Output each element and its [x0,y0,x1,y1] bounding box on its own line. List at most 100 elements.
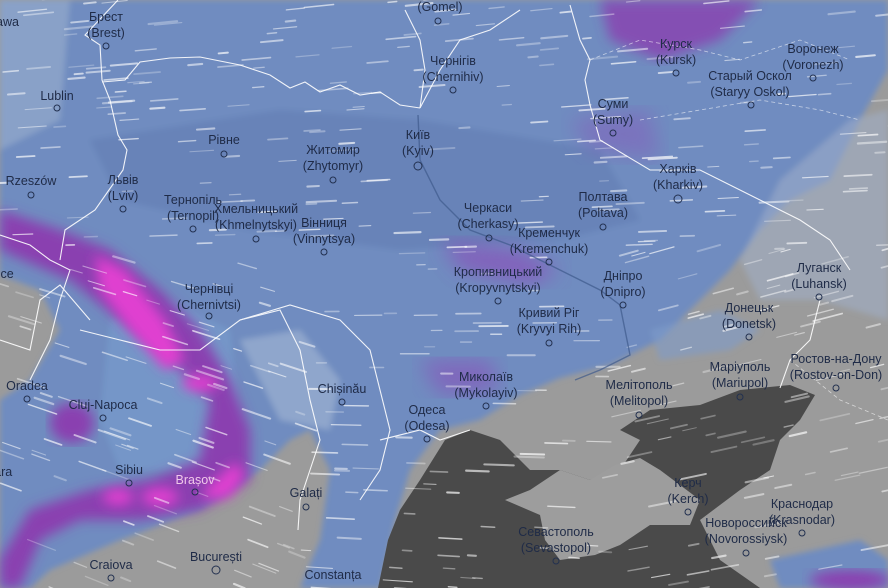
city-label-melitopol[interactable]: Мелітополь (Melitopol) [606,378,673,409]
city-label-bra-ov[interactable]: Brașov [176,473,215,489]
city-label-lublin[interactable]: Lublin [40,89,73,105]
city-marker-icon[interactable] [99,414,107,422]
city-label-ko-ice[interactable]: Košice [0,267,14,283]
city-marker-icon[interactable] [672,69,680,77]
city-label-khmelnytskyi[interactable]: Хмельницький (Khmelnytskyi) [214,202,298,233]
city-marker-icon[interactable] [809,74,817,82]
wind-streak [780,248,791,253]
wind-streak [794,332,805,336]
city-marker-icon[interactable] [736,393,744,401]
city-label-warszawa[interactable]: Warszawa [0,15,19,31]
city-marker-icon[interactable] [545,258,553,266]
city-label--[interactable]: Рівне [208,133,240,149]
city-label-chi-in-u[interactable]: Chișinău [318,382,367,398]
city-label-kharkiv[interactable]: Харків (Kharkiv) [653,162,703,193]
city-label-dnipro[interactable]: Дніпро (Dnipro) [600,269,645,300]
city-marker-icon[interactable] [53,104,61,112]
city-marker-icon[interactable] [747,101,755,109]
city-marker-icon[interactable] [125,479,133,487]
city-label-cherkasy[interactable]: Черкаси (Cherkasy) [457,201,518,232]
city-label-mariupol[interactable]: Маріуполь (Mariupol) [710,360,771,391]
city-label-lviv[interactable]: Львів (Lviv) [108,173,139,204]
city-label-staryy-oskol[interactable]: Старый Оскол (Staryy Oskol) [708,69,792,100]
wind-streak [282,543,295,550]
wind-streak [167,462,182,469]
city-marker-icon[interactable] [27,191,35,199]
city-marker-icon[interactable] [485,234,493,242]
city-label-vinnytsya[interactable]: Вінниця (Vinnytsya) [293,216,355,247]
wind-streak [465,469,490,473]
city-label-novorossiysk[interactable]: Новороссийск (Novorossiysk) [705,516,788,547]
wind-streak [858,466,888,474]
city-marker-icon[interactable] [220,150,228,158]
city-label-cluj-napoca[interactable]: Cluj-Napoca [69,398,138,414]
city-marker-icon[interactable] [815,293,823,301]
city-label-kursk[interactable]: Курск (Kursk) [656,37,696,68]
city-marker-icon[interactable] [494,297,502,305]
city-label-constan-a[interactable]: Constanța [305,568,362,584]
city-label-gala-i[interactable]: Galați [290,486,323,502]
city-label-craiova[interactable]: Craiova [89,558,132,574]
city-marker-icon[interactable] [119,205,127,213]
city-marker-icon[interactable] [619,301,627,309]
city-label-rostov-on-don[interactable]: Ростов-на-Дону (Rostov-on-Don) [790,352,882,383]
city-label-sevastopol[interactable]: Севастополь (Sevastopol) [518,525,593,556]
city-label-odesa[interactable]: Одеса (Odesa) [404,403,449,434]
city-label-sibiu[interactable]: Sibiu [115,463,143,479]
city-marker-icon[interactable] [107,574,115,582]
city-label-krasnodar[interactable]: Краснодар (Krasnodar) [769,497,835,528]
city-label-luhansk[interactable]: Луганск (Luhansk) [791,261,847,292]
city-marker-icon[interactable] [189,225,197,233]
city-marker-icon[interactable] [832,384,840,392]
city-label-donetsk[interactable]: Донецьк (Donetsk) [722,301,776,332]
city-marker-icon[interactable] [329,176,337,184]
city-label-bucure-ti[interactable]: București [190,550,242,566]
city-label-kerch[interactable]: Керч (Kerch) [668,476,709,507]
city-marker-icon[interactable] [434,17,442,25]
city-label-kyiv[interactable]: Київ (Kyiv) [402,128,434,159]
city-marker-icon[interactable] [102,42,110,50]
city-marker-icon[interactable] [302,503,310,511]
city-marker-icon[interactable] [252,235,260,243]
city-marker-icon[interactable] [482,402,490,410]
city-marker-icon[interactable] [599,223,607,231]
city-label-sumy[interactable]: Суми (Sumy) [593,97,633,128]
city-marker-icon[interactable] [742,549,750,557]
city-label-poltava[interactable]: Полтава (Poltava) [578,190,628,221]
city-marker-icon[interactable] [191,488,199,496]
city-label-rzesz-w[interactable]: Rzeszów [6,174,57,190]
city-label-gomel[interactable]: (Gomel) [417,0,462,16]
city-marker-icon[interactable] [338,398,346,406]
city-marker-icon[interactable] [684,508,692,516]
city-label-chernivtsi[interactable]: Чернівці (Chernivtsi) [177,282,241,313]
city-label-oradea[interactable]: Oradea [6,379,48,395]
wind-streak [183,373,200,381]
city-label-timi-oara[interactable]: Timișoara [0,465,12,481]
city-marker-icon[interactable] [413,161,423,171]
city-label-chernihiv[interactable]: Чернігів (Chernihiv) [422,54,483,85]
city-marker-icon[interactable] [609,129,617,137]
wind-streak [200,396,214,402]
city-label-zhytomyr[interactable]: Житомир (Zhytomyr) [303,143,363,174]
city-label-voronezh[interactable]: Воронеж (Voronezh) [782,42,843,73]
city-label-kremenchuk[interactable]: Кременчук (Kremenchuk) [510,226,589,257]
city-marker-icon[interactable] [545,339,553,347]
city-marker-icon[interactable] [449,86,457,94]
city-label-mykolayiv[interactable]: Миколаїв (Mykolayiv) [454,370,517,401]
city-marker-icon[interactable] [745,333,753,341]
city-marker-icon[interactable] [798,529,806,537]
city-marker-icon[interactable] [211,565,221,575]
city-label-kryvyi-rih[interactable]: Кривий Ріг (Kryvyi Rih) [517,306,582,337]
city-marker-icon[interactable] [423,435,431,443]
city-marker-icon[interactable] [635,411,643,419]
city-label-kropyvnytskyi[interactable]: Кропивницький (Kropyvnytskyi) [454,265,543,296]
city-marker-icon[interactable] [205,312,213,320]
city-label-brest[interactable]: Брест (Brest) [87,10,125,41]
city-label-ternopil[interactable]: Тернопіль (Ternopil) [164,193,222,224]
city-marker-icon[interactable] [552,557,560,565]
city-marker-icon[interactable] [673,194,683,204]
city-marker-icon[interactable] [23,395,31,403]
city-marker-icon[interactable] [320,248,328,256]
